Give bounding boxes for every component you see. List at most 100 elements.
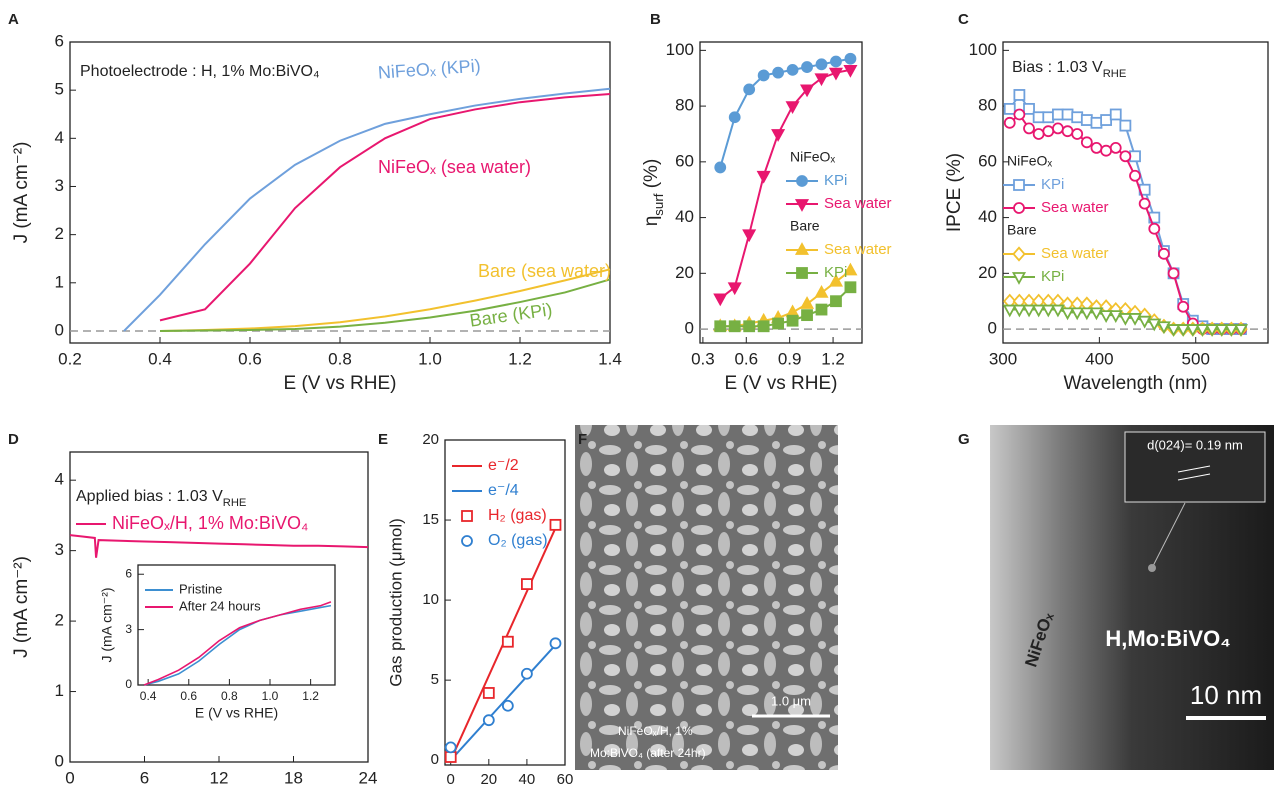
legend-label: Sea water <box>1041 199 1109 216</box>
marker <box>1013 108 1026 121</box>
marker <box>785 101 800 114</box>
marker <box>1090 116 1103 129</box>
x-tick-label: 0.8 <box>221 689 238 703</box>
legend-group: NiFeOₓ <box>790 149 835 165</box>
series-label: Bare (KPi) <box>468 299 553 330</box>
x-tick-label: 0.9 <box>778 349 802 368</box>
layer-label: H,Mo:BiVO₄ <box>1105 626 1230 651</box>
marker <box>757 320 770 333</box>
y-axis-label: J (mA cm⁻²) <box>11 556 32 658</box>
panel-letter: E <box>378 431 388 448</box>
marker <box>815 303 828 316</box>
marker <box>728 111 741 124</box>
y-tick-label: 6 <box>55 31 64 50</box>
marker <box>714 161 727 174</box>
y-tick-label: 100 <box>969 40 997 59</box>
y-axis-label: Gas production (μmol) <box>386 518 405 687</box>
marker <box>1147 318 1162 332</box>
y-axis-label: ηsurf (%) <box>641 159 666 227</box>
scale-label: 1.0 μm <box>771 693 811 708</box>
marker <box>1127 313 1143 326</box>
x-tick-label: 0 <box>447 771 455 788</box>
series-label: Bare (sea water) <box>478 261 611 281</box>
marker <box>1185 324 1200 337</box>
marker <box>1158 247 1170 260</box>
legend-label: O₂ (gas) <box>488 532 548 549</box>
marker <box>843 64 858 78</box>
lattice-spacing: d(024)= 0.19 nm <box>1147 437 1243 452</box>
y-tick-label: 1 <box>55 681 64 700</box>
x-tick-label: 0.4 <box>140 689 157 703</box>
x-tick-label: 24 <box>359 768 378 787</box>
marker <box>772 66 785 79</box>
x-tick-label: 0.6 <box>180 689 197 703</box>
series-label: NiFeOₓ (KPi) <box>377 56 481 83</box>
marker <box>1052 108 1064 121</box>
y-tick-label: 1 <box>55 272 64 291</box>
legend-label: KPi <box>824 172 847 189</box>
x-tick-label: 60 <box>557 771 574 788</box>
marker <box>1013 179 1025 191</box>
y-tick-label: 2 <box>55 224 64 243</box>
scale-label: 10 nm <box>1190 680 1262 710</box>
marker <box>1129 169 1141 182</box>
image-caption: NiFeOₓ/H, 1% <box>618 724 693 738</box>
marker <box>1089 307 1104 321</box>
y-tick-label: 0 <box>988 319 997 338</box>
text-part: Applied bias : 1.03 V <box>76 488 223 505</box>
x-axis-label: Wavelength (nm) <box>1064 373 1208 394</box>
y-tick-label: 6 <box>125 566 132 580</box>
panel-letter: D <box>8 431 19 448</box>
y-tick-label: 15 <box>422 511 439 528</box>
y-tick-label: 4 <box>55 470 64 489</box>
x-tick-label: 1.2 <box>821 349 845 368</box>
legend-group: Bare <box>1007 222 1037 238</box>
y-tick-label: 0 <box>125 677 132 691</box>
marker <box>521 667 533 680</box>
annotation: Applied bias : 1.03 VRHE <box>76 488 246 509</box>
y-tick-label: 3 <box>55 540 64 559</box>
text-part: RHE <box>223 497 247 509</box>
x-axis-label: E (V vs RHE) <box>284 373 397 394</box>
marker <box>1011 272 1027 285</box>
x-tick-label: 12 <box>210 768 229 787</box>
marker <box>1118 313 1133 326</box>
y-tick-label: 80 <box>675 96 694 115</box>
legend-label: KPi <box>1041 268 1064 285</box>
marker <box>1060 307 1075 321</box>
marker <box>786 314 799 327</box>
plot-frame <box>1002 41 1269 344</box>
marker <box>1050 304 1065 318</box>
y-tick-label: 60 <box>978 151 997 170</box>
marker <box>794 242 810 255</box>
y-tick-label: 80 <box>978 96 997 115</box>
marker <box>1214 324 1229 337</box>
y-tick-label: 40 <box>978 207 997 226</box>
marker <box>1119 119 1132 132</box>
marker <box>796 175 808 187</box>
marker <box>796 267 808 279</box>
marker <box>815 58 828 71</box>
marker <box>772 317 785 330</box>
y-tick-label: 20 <box>978 263 997 282</box>
marker <box>461 535 473 547</box>
marker <box>1119 150 1132 163</box>
y-tick-label: 5 <box>431 671 439 688</box>
marker <box>1166 324 1181 337</box>
marker <box>1041 304 1056 318</box>
marker <box>1052 122 1064 135</box>
marker <box>1032 111 1045 124</box>
x-tick-label: 20 <box>480 771 497 788</box>
y-tick-label: 20 <box>422 431 439 448</box>
pointer-dot <box>1148 564 1156 572</box>
marker <box>1156 321 1171 335</box>
marker <box>1099 310 1114 323</box>
marker <box>444 751 457 763</box>
x-axis-label: E (V vs RHE) <box>725 373 838 394</box>
marker <box>844 52 857 65</box>
marker <box>1003 102 1016 115</box>
marker <box>814 73 829 87</box>
annotation: Bias : 1.03 VRHE <box>1012 59 1126 80</box>
marker <box>742 229 757 243</box>
y-tick-label: 3 <box>125 622 132 636</box>
